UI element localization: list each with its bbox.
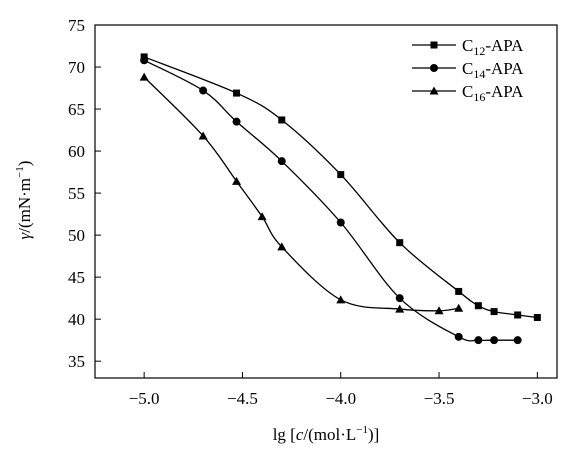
series-c16-apa [139,72,464,315]
x-axis-title-variable: c [296,425,304,444]
data-point-triangle [257,212,267,221]
x-axis-ticks: −5.0 −4.5 −4.0 −3.5 −3.0 [129,372,553,408]
y-tick-label: 75 [68,16,85,35]
data-point-circle [474,336,483,345]
data-point-square [490,308,498,316]
y-axis-title-exponent: −1 [14,166,26,178]
legend-item-c16: C16-APA [412,82,524,104]
legend: C12-APA C14-APA C16-APA [412,36,524,104]
x-tick-label: −5.0 [129,389,160,408]
legend-label-c14: C14-APA [462,59,524,81]
series-layer [139,53,541,345]
series-line [143,76,459,312]
series-line [143,56,538,319]
legend-marker-square [430,41,438,49]
y-axis-title: γ/(mN·m−1) [14,161,34,240]
y-tick-label: 45 [68,268,85,287]
data-point-triangle [139,72,149,81]
series-c14-apa [140,56,522,345]
x-tick-label: −3.0 [522,389,553,408]
y-axis-title-part: ) [15,161,34,167]
data-point-square [337,171,345,179]
y-tick-label: 55 [68,184,85,203]
x-axis-title-part: )] [368,425,379,444]
data-point-square [396,239,404,247]
data-point-circle [277,157,286,166]
legend-label-c16: C16-APA [462,82,524,104]
x-tick-label: −3.5 [424,389,455,408]
legend-label-subscript: 12 [473,44,485,58]
data-point-circle [454,332,463,341]
data-point-circle [395,294,404,303]
legend-label-part: C [462,82,473,101]
data-point-triangle [434,306,444,315]
y-tick-label: 60 [68,142,85,161]
data-point-square [474,302,482,310]
x-axis-title-part: lg [ [273,425,296,444]
data-point-square [233,89,241,97]
legend-marker-triangle [429,86,439,95]
y-axis-ticks: 35 40 45 50 55 60 65 70 75 [68,16,101,371]
legend-item-c12: C12-APA [412,36,524,58]
legend-label-subscript: 16 [473,90,485,104]
data-point-triangle [198,131,208,140]
legend-label-part: -APA [485,82,524,101]
data-point-circle [140,56,149,65]
data-point-triangle [395,304,405,313]
legend-label-subscript: 14 [473,67,485,81]
y-tick-label: 35 [68,352,85,371]
legend-label-part: -APA [485,36,524,55]
data-point-circle [490,336,499,345]
data-point-square [278,116,286,124]
data-point-circle [199,86,208,95]
series-line [143,59,518,342]
y-tick-label: 50 [68,226,85,245]
data-point-circle [513,336,522,345]
data-point-square [533,313,541,321]
y-axis-title-part: /(mN·m [15,178,34,233]
legend-marker-circle [430,64,438,72]
x-tick-label: −4.5 [227,389,258,408]
y-tick-label: 65 [68,100,85,119]
data-point-triangle [454,303,464,312]
x-axis-title: lg [c/(mol·L−1)] [273,424,380,444]
plot-frame [94,24,558,379]
legend-item-c14: C14-APA [412,59,524,81]
legend-label-part: C [462,59,473,78]
data-point-square [455,287,463,295]
data-point-triangle [277,242,287,251]
data-point-circle [336,218,345,227]
data-point-triangle [232,176,242,185]
x-axis-title-part: /(mol·L [303,425,356,444]
x-axis-title-exponent: −1 [356,424,368,436]
legend-label-c12: C12-APA [462,36,524,58]
legend-label-part: C [462,36,473,55]
data-point-circle [232,117,241,126]
data-point-square [514,311,522,319]
x-tick-label: −4.0 [325,389,356,408]
y-axis-title-variable: γ [15,231,34,239]
legend-label-part: -APA [485,59,524,78]
data-point-triangle [336,295,346,304]
y-tick-label: 40 [68,310,85,329]
y-tick-label: 70 [68,58,85,77]
